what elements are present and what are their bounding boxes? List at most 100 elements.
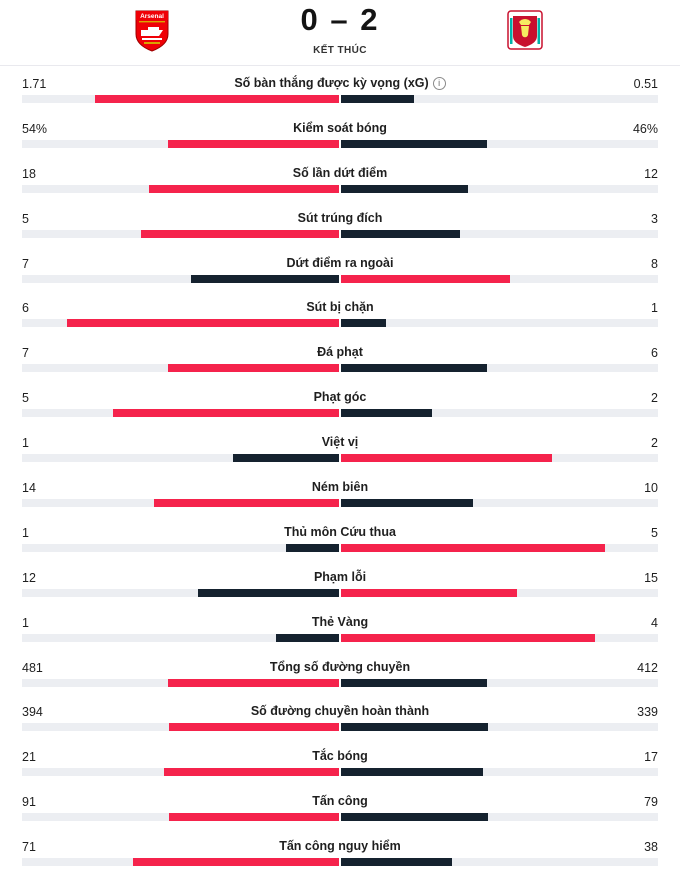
stat-row: 6 Sút bị chặn 1 (0, 293, 680, 338)
stat-row: 12 Phạm lỗi 15 (0, 563, 680, 608)
stat-row: 1.71 Số bàn thắng được kỳ vọng (xG) i 0.51 (0, 69, 680, 114)
home-bar-fill (164, 768, 339, 777)
away-bar-track (341, 813, 658, 822)
match-score: 0 – 2 (0, 2, 680, 38)
home-bar-fill (95, 95, 339, 103)
home-score: 0 (300, 2, 320, 37)
away-bar-fill (341, 139, 487, 148)
away-bar-track (341, 768, 658, 777)
stat-label-text: Việt vị (321, 435, 359, 450)
stat-label-text: Phạt góc (313, 390, 367, 405)
away-bar-fill (341, 184, 468, 193)
stat-row: 7 Đá phạt 6 (0, 338, 680, 383)
stat-label-text: Số đường chuyền hoàn thành (250, 704, 430, 719)
home-bar-track (22, 633, 339, 642)
home-stat-value: 12 (22, 570, 36, 585)
away-bar-fill (341, 499, 473, 508)
match-header: Arsenal 0 – 2 KẾT THÚC (0, 0, 680, 66)
home-bar-fill (67, 319, 339, 328)
stat-label: Tấn công (0, 794, 680, 808)
home-bar-fill (133, 858, 339, 867)
stat-label: Số lần dứt điểm (0, 166, 680, 180)
home-bar-fill (149, 184, 339, 193)
home-stat-value: 481 (22, 660, 43, 675)
stat-label-text: Sút bị chặn (306, 300, 374, 315)
home-stat-value: 1.71 (22, 77, 47, 91)
home-bar-track (22, 588, 339, 597)
home-stat-value: 14 (22, 481, 36, 496)
stat-label-text: Thẻ Vàng (311, 614, 369, 629)
away-stat-value: 15 (644, 570, 658, 585)
home-bar-fill (141, 229, 339, 238)
away-bar-fill (341, 319, 386, 328)
stat-row: 1 Việt vị 2 (0, 428, 680, 473)
home-bar-fill (168, 139, 339, 148)
away-bar-fill (341, 454, 552, 463)
stat-row: 54% Kiểm soát bóng 46% (0, 114, 680, 159)
away-bar-fill (341, 768, 483, 777)
crest-wordmark: Arsenal (140, 13, 164, 20)
home-bar-track (22, 543, 339, 552)
home-bar-fill (168, 364, 339, 373)
away-bar-track (341, 319, 658, 328)
home-bar-fill (154, 499, 339, 508)
stat-label-text: Kiểm soát bóng (293, 120, 387, 135)
away-bar-fill (341, 678, 487, 687)
away-bar-fill (341, 588, 517, 597)
away-stat-value: 339 (637, 705, 658, 720)
stat-label: Phạm lỗi (0, 570, 680, 584)
away-stat-value: 38 (644, 840, 658, 855)
home-bar-fill (233, 454, 339, 463)
away-bar-track (341, 364, 658, 373)
info-icon[interactable]: i (432, 77, 446, 90)
liverpool-crest-icon[interactable] (505, 8, 545, 52)
away-score: 2 (360, 2, 380, 37)
home-stat-value: 1 (22, 525, 29, 540)
away-stat-value: 46% (632, 121, 658, 136)
stat-label: Tổng số đường chuyền (0, 660, 680, 674)
home-stat-value: 1 (22, 615, 29, 630)
stat-label: Số đường chuyền hoàn thành (0, 704, 680, 718)
stat-label: Thẻ Vàng (0, 615, 680, 629)
stat-label-text: Số bàn thắng được kỳ vọng (xG) (234, 76, 429, 90)
stat-label: Thủ môn Cứu thua (0, 525, 680, 539)
away-bar-track (341, 229, 658, 238)
stat-label: Tấn công nguy hiểm (0, 839, 680, 853)
stat-label: Sút trúng đích (0, 211, 680, 225)
away-bar-track (341, 723, 658, 732)
stat-label-text: Tắc bóng (312, 749, 368, 764)
arsenal-crest-icon[interactable]: Arsenal (132, 8, 172, 52)
home-stat-value: 91 (22, 795, 36, 810)
stat-row: 5 Sút trúng đích 3 (0, 204, 680, 249)
stat-label[interactable]: Số bàn thắng được kỳ vọng (xG) i (0, 76, 680, 90)
away-bar-fill (341, 633, 595, 642)
stat-label-text: Tấn công nguy hiểm (279, 839, 401, 854)
stat-label: Tắc bóng (0, 749, 680, 763)
home-stat-value: 5 (22, 211, 29, 226)
stat-label-text: Phạm lỗi (313, 569, 367, 584)
away-bar-track (341, 409, 658, 418)
stat-label: Đá phạt (0, 345, 680, 359)
home-stat-value: 18 (22, 166, 36, 181)
away-bar-fill (341, 409, 432, 418)
match-status: KẾT THÚC (313, 45, 367, 56)
away-bar-track (341, 95, 658, 103)
away-bar-fill (341, 858, 452, 867)
stat-row: 1 Thẻ Vàng 4 (0, 608, 680, 653)
home-stat-value: 7 (22, 256, 29, 271)
stat-label-text: Đá phạt (317, 345, 363, 360)
home-bar-fill (169, 723, 339, 732)
away-stat-value: 17 (644, 750, 658, 765)
stat-row: 394 Số đường chuyền hoàn thành 339 (0, 697, 680, 742)
away-stat-value: 4 (651, 615, 658, 630)
away-bar-track (341, 139, 658, 148)
away-bar-fill (341, 723, 488, 732)
stat-label-text: Tấn công (312, 794, 368, 809)
away-bar-fill (341, 364, 487, 373)
away-bar-track (341, 184, 658, 193)
away-stat-value: 412 (637, 660, 658, 675)
home-stat-value: 71 (22, 840, 36, 855)
home-stat-value: 7 (22, 346, 29, 361)
stat-label: Việt vị (0, 435, 680, 449)
stats-list: 1.71 Số bàn thắng được kỳ vọng (xG) i 0.51 5… (0, 69, 680, 872)
